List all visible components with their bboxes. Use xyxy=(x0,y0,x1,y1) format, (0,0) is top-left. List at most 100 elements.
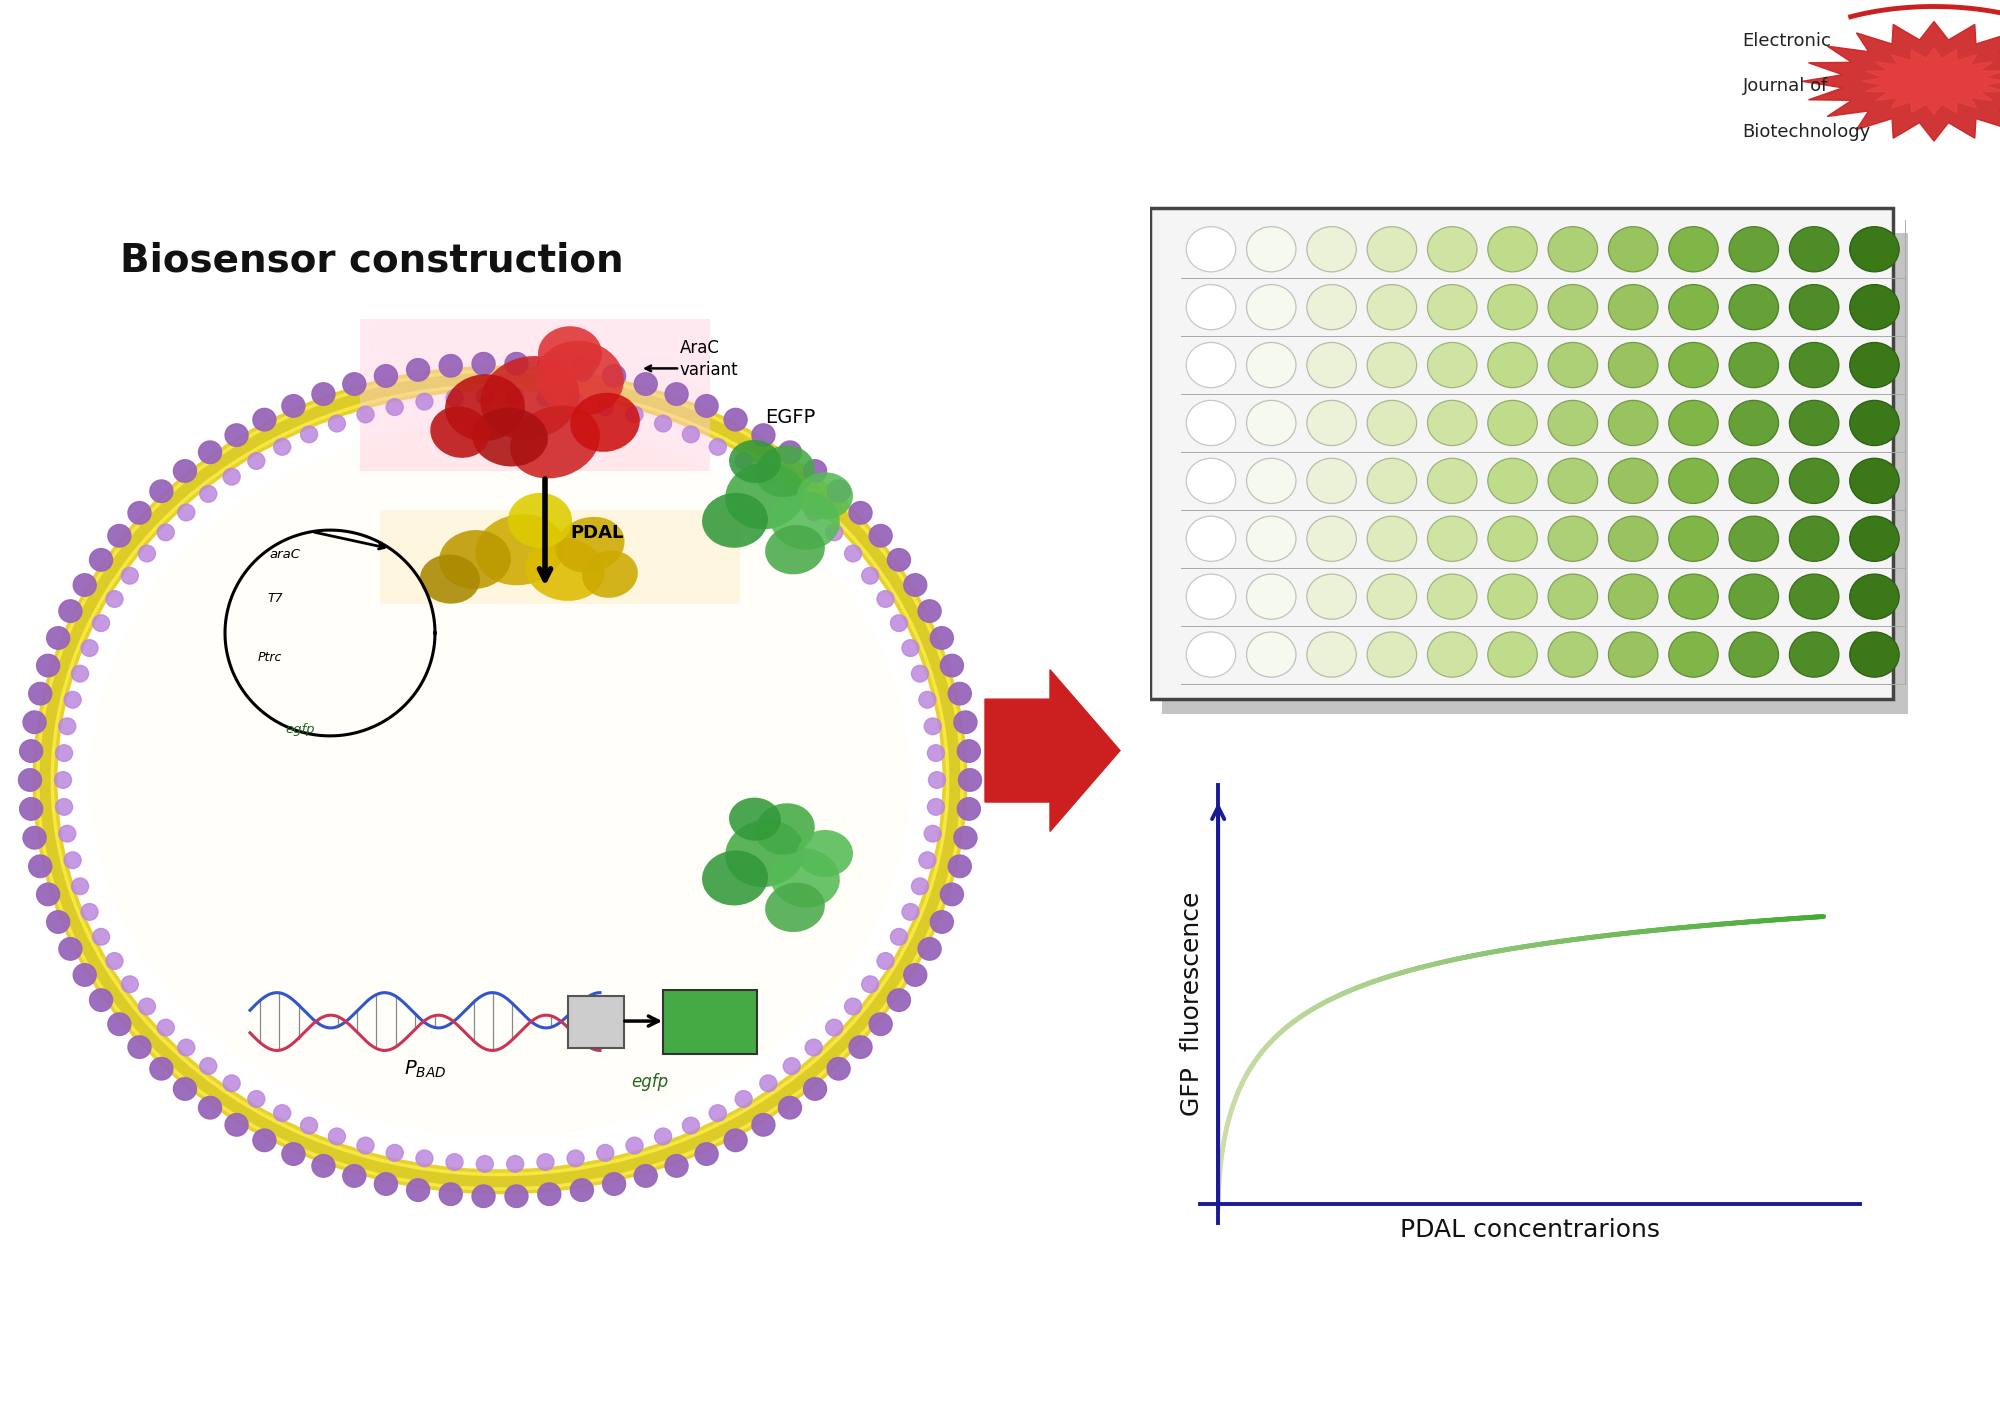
Text: AraC
variant: AraC variant xyxy=(680,338,738,379)
Circle shape xyxy=(24,826,46,848)
Circle shape xyxy=(870,1012,892,1035)
Text: egfp: egfp xyxy=(632,1073,668,1090)
Ellipse shape xyxy=(556,518,624,573)
Circle shape xyxy=(274,1104,290,1121)
Ellipse shape xyxy=(1790,284,1838,329)
Ellipse shape xyxy=(1730,574,1778,619)
Ellipse shape xyxy=(1368,632,1416,677)
Circle shape xyxy=(760,468,776,485)
Circle shape xyxy=(710,1104,726,1121)
Circle shape xyxy=(342,1165,366,1188)
Circle shape xyxy=(174,1077,196,1100)
Ellipse shape xyxy=(770,491,840,550)
Text: =: = xyxy=(276,1345,288,1359)
Ellipse shape xyxy=(1368,226,1416,271)
Circle shape xyxy=(826,1019,842,1036)
Circle shape xyxy=(58,600,82,622)
Circle shape xyxy=(416,393,432,410)
Circle shape xyxy=(56,745,72,761)
Circle shape xyxy=(954,711,976,734)
Ellipse shape xyxy=(1850,400,1900,445)
Circle shape xyxy=(654,1128,672,1145)
Ellipse shape xyxy=(1488,226,1538,271)
Ellipse shape xyxy=(1850,342,1900,387)
Text: Ⓢ: Ⓢ xyxy=(212,1345,220,1359)
Circle shape xyxy=(36,884,60,906)
Text: Screening microbially produced pentyl diacetic acid lactone using an Escherichia: Screening microbially produced pentyl di… xyxy=(310,1324,1258,1340)
Circle shape xyxy=(828,1058,850,1080)
Ellipse shape xyxy=(1428,400,1476,445)
Ellipse shape xyxy=(446,375,524,441)
Ellipse shape xyxy=(796,472,852,519)
Ellipse shape xyxy=(510,406,600,478)
Circle shape xyxy=(72,878,88,895)
Text: PDAL: PDAL xyxy=(570,525,624,542)
Circle shape xyxy=(226,424,248,447)
Ellipse shape xyxy=(1790,400,1838,445)
Text: Gao M. et al. https://doi.org/10.1016/j.ejbt.2023.09.002: Gao M. et al. https://doi.org/10.1016/j.… xyxy=(310,1367,810,1386)
Circle shape xyxy=(710,438,726,455)
Circle shape xyxy=(138,546,156,561)
Circle shape xyxy=(878,591,894,607)
Ellipse shape xyxy=(1850,516,1900,561)
Circle shape xyxy=(328,1128,346,1145)
Circle shape xyxy=(472,352,496,375)
Circle shape xyxy=(440,1184,462,1206)
Ellipse shape xyxy=(420,554,480,604)
Circle shape xyxy=(158,1019,174,1036)
Circle shape xyxy=(930,626,954,649)
Circle shape xyxy=(828,479,850,502)
Circle shape xyxy=(924,826,942,841)
Ellipse shape xyxy=(1246,516,1296,561)
Ellipse shape xyxy=(1548,400,1598,445)
Ellipse shape xyxy=(1790,516,1838,561)
Ellipse shape xyxy=(1548,342,1598,387)
Circle shape xyxy=(406,1179,430,1202)
Circle shape xyxy=(904,574,926,597)
Ellipse shape xyxy=(476,515,564,585)
Ellipse shape xyxy=(508,493,572,547)
Polygon shape xyxy=(360,320,710,471)
Circle shape xyxy=(736,1090,752,1107)
Circle shape xyxy=(940,884,964,906)
Text: Ptrc: Ptrc xyxy=(258,650,282,665)
Ellipse shape xyxy=(1186,516,1236,561)
Circle shape xyxy=(568,1150,584,1167)
Circle shape xyxy=(58,826,76,841)
Circle shape xyxy=(634,1165,658,1188)
Circle shape xyxy=(696,395,718,417)
Circle shape xyxy=(342,373,366,396)
Circle shape xyxy=(108,1012,130,1035)
Circle shape xyxy=(862,976,878,993)
Circle shape xyxy=(150,479,172,502)
Ellipse shape xyxy=(1668,458,1718,503)
Circle shape xyxy=(958,797,980,820)
Circle shape xyxy=(128,502,150,525)
Circle shape xyxy=(54,772,72,789)
Circle shape xyxy=(890,929,908,945)
Circle shape xyxy=(374,365,398,387)
Circle shape xyxy=(784,485,800,502)
Ellipse shape xyxy=(766,882,824,932)
Y-axis label: GFP  fluorescence: GFP fluorescence xyxy=(1180,892,1204,1116)
Circle shape xyxy=(682,426,700,443)
Circle shape xyxy=(74,964,96,986)
Circle shape xyxy=(178,505,194,520)
Circle shape xyxy=(226,1114,248,1135)
Ellipse shape xyxy=(1306,284,1356,329)
Ellipse shape xyxy=(1186,632,1236,677)
Circle shape xyxy=(252,409,276,431)
Ellipse shape xyxy=(1246,284,1296,329)
Ellipse shape xyxy=(1608,458,1658,503)
Ellipse shape xyxy=(1730,400,1778,445)
Circle shape xyxy=(28,683,52,706)
Text: PDAL concentrations assay: PDAL concentrations assay xyxy=(1220,242,1812,280)
Ellipse shape xyxy=(1428,284,1476,329)
Circle shape xyxy=(20,797,42,820)
Circle shape xyxy=(274,438,290,455)
Polygon shape xyxy=(380,510,740,604)
Ellipse shape xyxy=(1246,632,1296,677)
Circle shape xyxy=(682,1117,700,1134)
Ellipse shape xyxy=(1306,574,1356,619)
Circle shape xyxy=(82,904,98,921)
